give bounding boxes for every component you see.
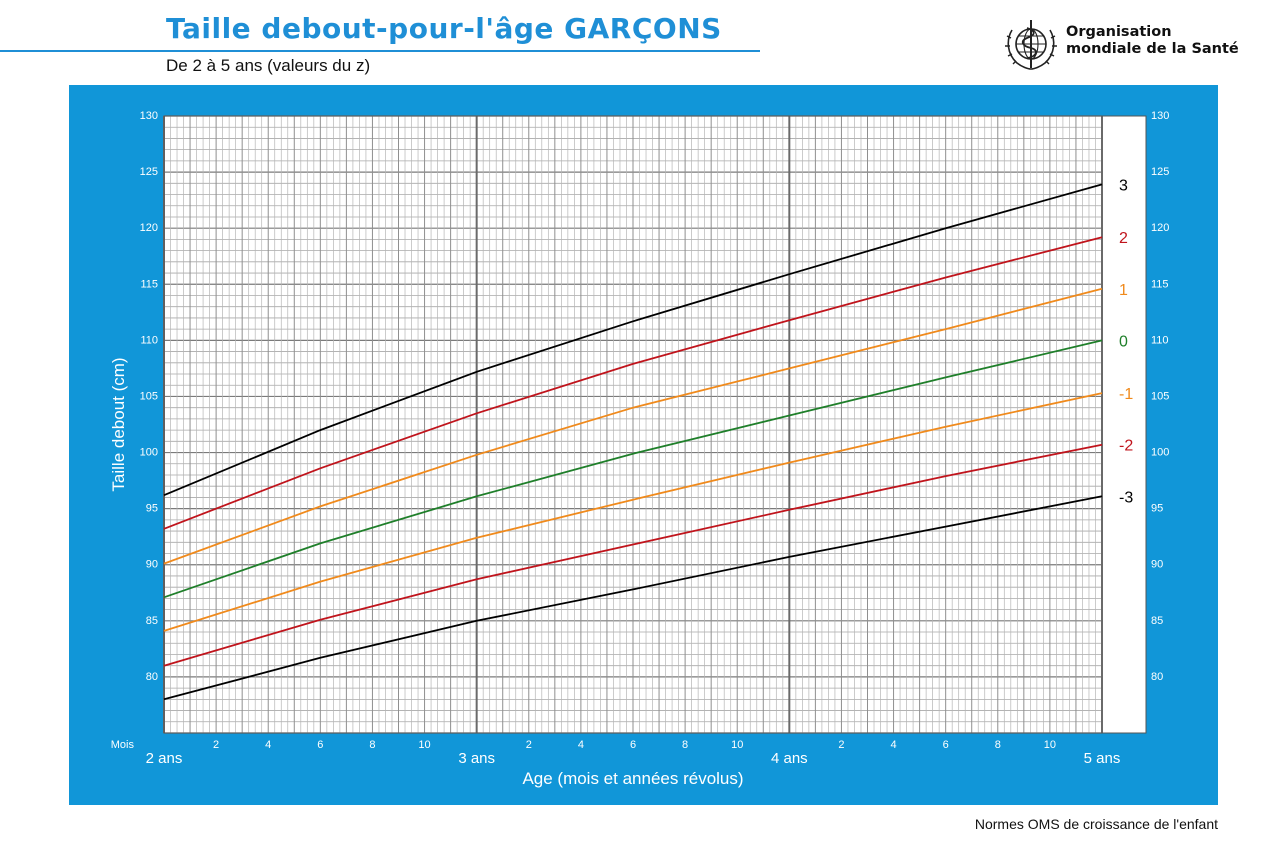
title-underline — [0, 50, 760, 52]
y-tick-label-right: 120 — [1151, 222, 1169, 234]
series-line-z2 — [163, 236, 1103, 530]
series-line-z3 — [163, 183, 1103, 497]
x-month-tick-label: 6 — [630, 739, 636, 751]
x-month-tick-label: 10 — [731, 739, 743, 751]
page-subtitle: De 2 à 5 ans (valeurs du z) — [166, 56, 371, 75]
x-month-tick-label: 6 — [317, 739, 323, 751]
x-year-tick-label: 2 ans — [146, 750, 183, 767]
y-tick-label-left: 125 — [140, 166, 158, 178]
x-axis-label: Age (mois et années révolus) — [522, 769, 743, 788]
x-month-tick-label: 2 — [838, 739, 844, 751]
y-tick-label-left: 85 — [146, 615, 158, 627]
org-name-line1: Organisation — [1066, 24, 1172, 40]
y-tick-label-right: 100 — [1151, 447, 1169, 459]
y-tick-label-left: 120 — [140, 222, 158, 234]
y-tick-label-left: 80 — [146, 671, 158, 683]
y-tick-label-left: 90 — [146, 559, 158, 571]
chart-panel: 80 80 85 85 90 90 95 95 100 100 105 105 110 110 115 115… — [69, 85, 1218, 805]
who-emblem-icon — [1005, 20, 1057, 70]
y-tick-label-right: 110 — [1151, 334, 1169, 346]
series-line-z-1 — [163, 392, 1103, 632]
series-label-z0: 0 — [1119, 333, 1128, 350]
series-label-z-3: -3 — [1119, 489, 1133, 506]
y-tick-label-right: 80 — [1151, 671, 1163, 683]
x-month-tick-label: 8 — [995, 739, 1001, 751]
y-tick-label-right: 105 — [1151, 390, 1169, 402]
y-tick-label-right: 115 — [1151, 278, 1169, 290]
x-month-tick-label: 8 — [682, 739, 688, 751]
series-label-z1: 1 — [1119, 282, 1128, 299]
series-line-z0 — [163, 339, 1103, 599]
x-year-tick-label: 3 ans — [458, 750, 495, 767]
x-month-tick-label: 2 — [526, 739, 532, 751]
series-line-z-2 — [163, 443, 1103, 667]
x-year-tick-label: 4 ans — [771, 750, 808, 767]
org-name-line2: mondiale de la Santé — [1066, 41, 1239, 57]
y-tick-label-right: 95 — [1151, 503, 1163, 515]
grid-lines — [163, 115, 1103, 734]
y-tick-label-left: 110 — [140, 334, 158, 346]
y-tick-label-left: 130 — [140, 110, 158, 122]
y-tick-label-left: 95 — [146, 503, 158, 515]
page-title: Taille debout-pour-l'âge GARÇONS — [166, 12, 722, 45]
y-axis-label: Taille debout (cm) — [109, 357, 128, 491]
footer-text: Normes OMS de croissance de l'enfant — [974, 816, 1218, 832]
x-month-tick-label: 4 — [578, 739, 584, 751]
x-month-tick-label: 2 — [213, 739, 219, 751]
series-label-z-2: -2 — [1119, 438, 1133, 455]
x-month-tick-label: 8 — [369, 739, 375, 751]
who-logo: Organisation mondiale de la Santé — [1000, 16, 1270, 72]
y-tick-label-left: 100 — [140, 447, 158, 459]
x-corner-label: Mois — [111, 739, 135, 751]
org-name: Organisation mondiale de la Santé — [1066, 24, 1239, 58]
x-year-tick-label: 5 ans — [1084, 750, 1121, 767]
y-tick-label-right: 125 — [1151, 166, 1169, 178]
x-month-tick-label: 10 — [1044, 739, 1056, 751]
y-tick-label-right: 130 — [1151, 110, 1169, 122]
series-line-z1 — [163, 287, 1103, 565]
series-lines — [163, 183, 1103, 701]
series-label-z2: 2 — [1119, 230, 1128, 247]
x-month-tick-label: 4 — [265, 739, 271, 751]
y-tick-label-right: 90 — [1151, 559, 1163, 571]
y-tick-label-right: 85 — [1151, 615, 1163, 627]
y-tick-label-left: 105 — [140, 390, 158, 402]
plot-border — [163, 115, 1147, 734]
y-tick-label-left: 115 — [140, 278, 158, 290]
series-label-z-1: -1 — [1119, 386, 1133, 403]
x-month-tick-label: 4 — [890, 739, 896, 751]
series-line-z-3 — [163, 495, 1103, 701]
x-month-tick-label: 10 — [418, 739, 430, 751]
series-label-z3: 3 — [1119, 177, 1128, 194]
plot-area — [164, 116, 1146, 733]
x-month-tick-label: 6 — [943, 739, 949, 751]
